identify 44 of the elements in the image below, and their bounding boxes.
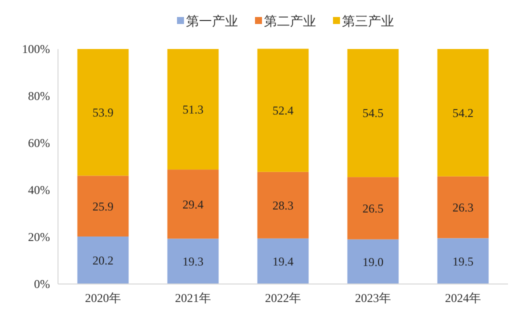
bar <box>437 49 489 176</box>
x-tick-label: 2020年 <box>85 291 121 305</box>
y-tick-label: 80% <box>28 89 50 104</box>
data-label: 20.2 <box>92 253 114 268</box>
bar <box>347 177 399 240</box>
bar <box>167 170 219 239</box>
bar <box>257 48 309 172</box>
bar <box>347 239 399 284</box>
data-label: 52.4 <box>272 104 294 118</box>
data-label: 51.3 <box>182 102 204 116</box>
y-tick-label: 0% <box>34 277 50 292</box>
data-label: 19.0 <box>362 254 384 269</box>
data-label: 53.9 <box>92 106 114 120</box>
x-tick-label: 2021年 <box>175 291 211 305</box>
data-label: 19.5 <box>452 254 474 268</box>
bar <box>167 238 219 284</box>
legend-label: 第一产业 <box>186 14 238 30</box>
bar <box>77 176 129 237</box>
bar <box>77 236 129 284</box>
legend-label: 第三产业 <box>342 14 394 30</box>
data-label: 26.5 <box>362 201 384 216</box>
data-label: 28.3 <box>272 198 294 212</box>
bar <box>257 172 309 238</box>
data-label: 25.9 <box>92 199 114 214</box>
bar <box>257 238 309 284</box>
bar <box>77 49 129 176</box>
x-tick-label: 2024年 <box>445 291 481 305</box>
data-label: 54.2 <box>452 106 474 120</box>
legend-label: 第二产业 <box>264 14 316 30</box>
y-tick-label: 100% <box>22 42 50 56</box>
bar <box>437 176 489 238</box>
data-label: 54.5 <box>362 106 384 120</box>
bar <box>437 238 489 284</box>
bar <box>347 49 399 178</box>
data-label: 26.3 <box>452 200 474 214</box>
data-label: 29.4 <box>182 197 204 212</box>
bar <box>167 49 219 170</box>
data-label: 19.3 <box>182 254 204 269</box>
y-tick-label: 40% <box>28 183 50 198</box>
y-tick-label: 20% <box>28 230 50 244</box>
data-label: 19.4 <box>272 254 294 268</box>
y-tick-label: 60% <box>28 136 50 150</box>
x-tick-label: 2023年 <box>355 291 391 305</box>
x-tick-label: 2022年 <box>265 291 301 305</box>
